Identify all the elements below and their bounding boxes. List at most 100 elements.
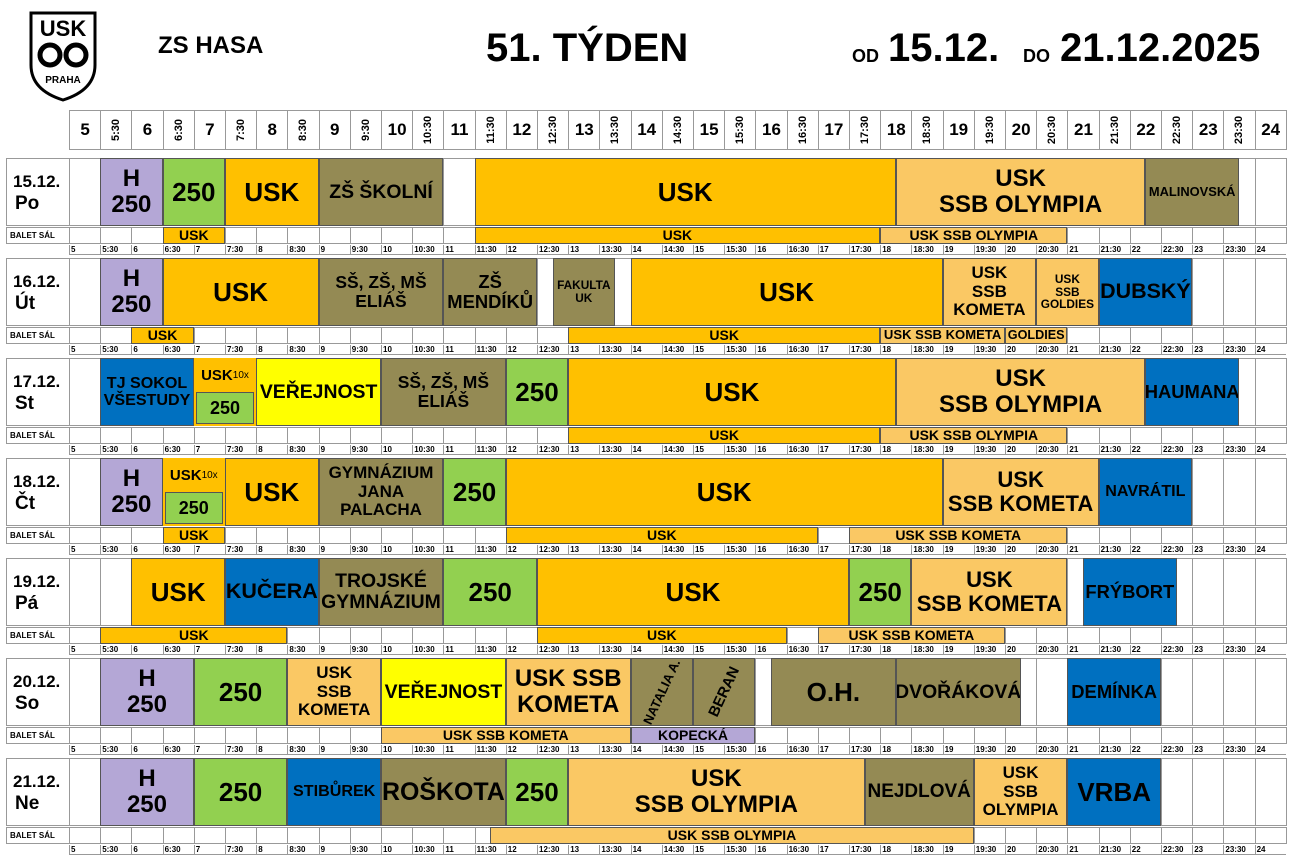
empty-slot [318,627,351,644]
tick-label: 17:30 [849,845,881,855]
empty-slot [1067,527,1100,544]
time-header: 19 [942,110,975,150]
tick-label: 6 [131,245,163,255]
empty-slot [225,727,258,744]
time-header: 20:30 [1036,110,1069,150]
tick-label: 6 [131,345,163,355]
tick-label: 6:30 [162,645,194,655]
empty-slot [443,427,476,444]
time-label: 15:30 [734,115,747,145]
balet-event: USK [537,627,787,644]
time-label: 13 [574,120,594,139]
tick-label: 5:30 [100,445,132,455]
tick-label: 10:30 [412,845,444,855]
event-text: USK [1002,763,1039,783]
tick-label: 7 [193,645,225,655]
tick-label: 9:30 [349,445,381,455]
event: ZŠ MENDÍKŮ [443,258,537,326]
tick-label: 5 [69,345,101,355]
time-header: 11 [443,110,476,150]
tick-label: 13 [568,545,600,555]
tick-label: 19 [942,745,974,755]
time-header: 21 [1067,110,1100,150]
tick-label: 19 [942,645,974,655]
tick-label: 6 [131,445,163,455]
event-text: STIBŮREK [293,782,376,801]
time-label: 19 [949,120,969,139]
tick-label: 5:30 [100,345,132,355]
tick-label: 12 [505,845,537,855]
event-text: FRÝBORT [1085,581,1175,603]
event-text: DUBSKÝ [1100,279,1191,304]
tick-label: 7 [193,845,225,855]
day-name: Pá [15,593,39,614]
time-header: 17:30 [849,110,882,150]
time-header: 23:30 [1223,110,1256,150]
day-date: 18.12. [13,472,61,491]
empty-slot [318,727,351,744]
tick-label: 7:30 [225,545,257,555]
empty-slot [1161,658,1194,726]
tick-label: 7 [193,445,225,455]
tick-label: 15:30 [724,745,756,755]
tick-label: 23:30 [1223,245,1255,255]
tick-label: 9:30 [349,745,381,755]
tick-label: 6:30 [162,245,194,255]
balet-event: USK SSB OLYMPIA [880,427,1068,444]
empty-slot [69,427,102,444]
event-text: H [122,465,141,493]
day-label: 20.12. So [6,658,70,726]
empty-slot [1036,727,1069,744]
tick-label: 8 [256,445,288,455]
tick-label: 7:30 [225,845,257,855]
empty-slot [349,327,382,344]
event-text: 250 [111,291,152,318]
time-label: 8 [267,120,278,139]
empty-slot [1254,158,1287,226]
empty-slot [225,327,258,344]
empty-slot [1129,627,1162,644]
tick-label: 13:30 [599,845,631,855]
tick-label: 19:30 [973,545,1005,555]
time-header: 13:30 [599,110,632,150]
empty-slot [193,827,226,844]
empty-slot [474,627,507,644]
tick-label: 10 [381,445,413,455]
tick-label: 19 [942,545,974,555]
balet-event: USK [568,427,881,444]
tick-label: 7 [193,245,225,255]
event: NAVRÁTIL [1098,458,1193,526]
empty-slot [256,327,289,344]
week: 51. TÝDEN [486,26,689,70]
tick-label: 5 [69,545,101,555]
tick-label: 17:30 [849,545,881,555]
tick-label: 24 [1254,645,1286,655]
tick-label: 21 [1067,845,1099,855]
empty-slot [1192,727,1225,744]
tick-label: 14:30 [661,445,693,455]
tick-label: 8:30 [287,545,319,555]
event-text: UK [575,291,593,305]
tick-label: 16 [755,545,787,555]
time-header: 22:30 [1161,110,1194,150]
tick-label: 18:30 [911,245,943,255]
tick-label: 17 [817,245,849,255]
event-text: USK [1054,271,1080,286]
empty-slot [69,827,102,844]
empty-slot [1098,627,1131,644]
empty-slot [69,358,102,426]
event-text: ZŠ [478,271,502,293]
tick-label: 20 [1005,845,1037,855]
tick-label: 10:30 [412,245,444,255]
empty-slot [1161,827,1194,844]
time-header: 14 [630,110,663,150]
event-text: NATALIA A. [639,658,683,726]
time-header: 18:30 [911,110,944,150]
empty-slot [193,327,226,344]
tick-label: 17 [817,845,849,855]
time-header: 17 [817,110,850,150]
event: USK 10x 250 [193,358,257,426]
tick-label: 8:30 [287,645,319,655]
tick-label: 24 [1254,345,1286,355]
tick-label: 13:30 [599,445,631,455]
